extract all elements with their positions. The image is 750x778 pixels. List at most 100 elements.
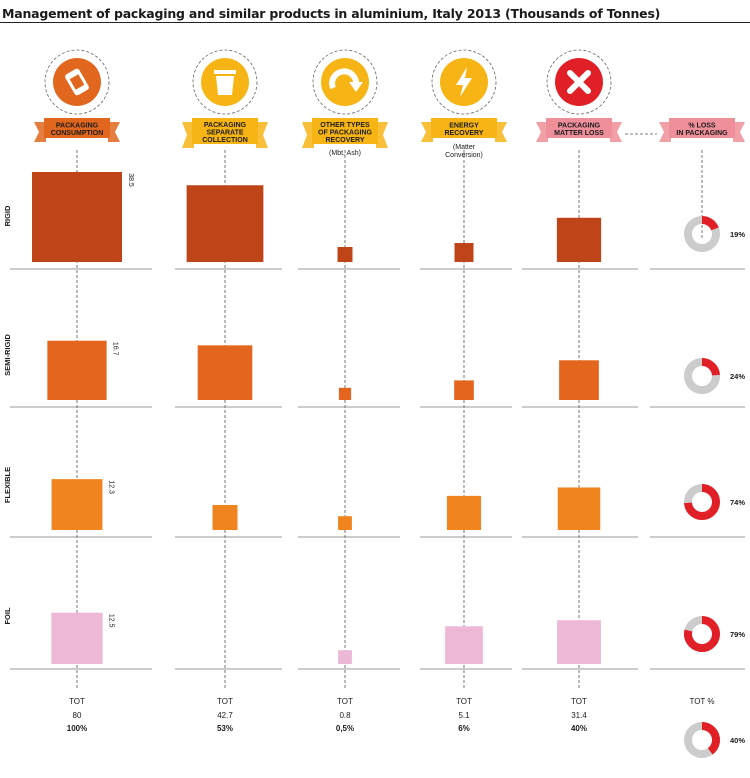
donut-semi-rigid-label: 24% bbox=[730, 372, 745, 381]
ribbon-label: IN PACKAGING bbox=[676, 130, 728, 137]
ribbon-tail-right bbox=[108, 122, 120, 142]
bar-packaging-matter-loss-flexible bbox=[557, 487, 601, 530]
lightning-icon-ring bbox=[431, 49, 497, 115]
total-pct-label: TOT % bbox=[689, 697, 714, 706]
bar-packaging-separate-collection-rigid bbox=[186, 185, 264, 262]
total-value: 5.1 bbox=[458, 711, 470, 720]
total-label: TOT bbox=[69, 697, 85, 706]
bar-packaging-consumption-foil bbox=[51, 612, 103, 664]
ribbon-consumption bbox=[44, 118, 110, 138]
total-value: 0.8 bbox=[339, 711, 351, 720]
ribbon-tail-right bbox=[256, 122, 268, 148]
bar-energy-recovery-semi-rigid bbox=[454, 380, 474, 400]
trash-bin-icon-ring bbox=[192, 49, 258, 115]
donut-semi-rigid-slice bbox=[701, 358, 720, 376]
ribbon-label: PACKAGING bbox=[56, 123, 99, 130]
bar-packaging-matter-loss-semi-rigid bbox=[559, 360, 599, 400]
ribbon-sublabel: Conversion) bbox=[445, 152, 483, 159]
ribbon-tail-right bbox=[376, 122, 388, 148]
donut-foil-label: 79% bbox=[730, 630, 745, 639]
arrow-head bbox=[349, 82, 363, 92]
bar-packaging-separate-collection-semi-rigid bbox=[197, 345, 253, 400]
donut-flexible-label: 74% bbox=[730, 498, 745, 507]
total-label: TOT bbox=[456, 697, 472, 706]
total-percent: 40% bbox=[571, 724, 587, 733]
total-label: TOT bbox=[217, 697, 233, 706]
data-label: 16.7 bbox=[112, 342, 119, 356]
donut-total-slice bbox=[701, 722, 720, 755]
ribbon-label: % LOSS bbox=[688, 123, 716, 130]
ribbon-label: PACKAGING bbox=[558, 123, 601, 130]
ribbon-tail-left bbox=[421, 122, 433, 142]
ribbon-tail-left bbox=[182, 122, 194, 148]
ribbon-label: PACKAGING bbox=[204, 122, 247, 129]
ribbon-tail-right bbox=[495, 122, 507, 142]
ribbon-label: MATTER LOSS bbox=[554, 130, 604, 137]
ribbon-energy bbox=[431, 118, 497, 138]
chart-title: Management of packaging and similar prod… bbox=[2, 6, 661, 21]
ribbon-tail-right bbox=[733, 122, 745, 142]
bar-packaging-matter-loss-foil bbox=[557, 620, 601, 664]
can-icon-ring bbox=[44, 49, 110, 115]
bar-packaging-matter-loss-rigid bbox=[556, 217, 602, 262]
bar-packaging-consumption-rigid bbox=[32, 172, 122, 262]
ribbon-sublabel: (Matter bbox=[453, 144, 476, 151]
bar-energy-recovery-foil bbox=[445, 626, 483, 664]
bar-other-types-of-packaging-recovery-semi-rigid bbox=[338, 387, 352, 400]
ribbon-tail-left bbox=[34, 122, 46, 142]
ribbon-label: COLLECTION bbox=[202, 137, 248, 144]
ribbon-label: OF PACKAGING bbox=[318, 129, 372, 136]
bar-other-types-of-packaging-recovery-rigid bbox=[337, 247, 353, 262]
bar-packaging-separate-collection-flexible bbox=[212, 505, 238, 530]
ribbon-pct bbox=[669, 118, 735, 138]
recovery-arrow-icon bbox=[321, 58, 369, 106]
total-value: 42.7 bbox=[217, 711, 233, 720]
row-label-flexible: FLEXIBLE bbox=[3, 467, 12, 503]
total-label: TOT bbox=[571, 697, 587, 706]
can-label bbox=[69, 74, 85, 90]
donut-flexible-slice bbox=[684, 484, 720, 520]
recovery-arrow-icon-ring bbox=[312, 49, 378, 115]
ribbon-label: SEPARATE bbox=[206, 129, 243, 136]
row-label-semi-rigid: SEMI-RIGID bbox=[3, 334, 12, 376]
donut-total-label: 40% bbox=[730, 736, 745, 745]
row-label-foil: FOIL bbox=[3, 607, 12, 624]
bin-lid bbox=[214, 70, 236, 74]
total-label: TOT bbox=[337, 697, 353, 706]
data-label: 38.5 bbox=[127, 173, 134, 187]
ribbon-sublabel: (Mbt, Ash) bbox=[329, 150, 361, 157]
donut-rigid-label: 19% bbox=[730, 230, 745, 239]
ribbon-tail-left bbox=[302, 122, 314, 148]
ribbon-label: RECOVERY bbox=[325, 137, 364, 144]
donut-rigid-slice bbox=[701, 216, 719, 231]
bolt bbox=[456, 67, 472, 97]
total-percent: 100% bbox=[67, 724, 87, 733]
ribbon-loss bbox=[546, 118, 612, 138]
donut-foil-slice bbox=[684, 616, 720, 652]
title-divider bbox=[0, 22, 750, 23]
ribbon-tail-left bbox=[659, 122, 671, 142]
bar-packaging-consumption-flexible bbox=[51, 479, 103, 530]
ribbon-label: ENERGY bbox=[449, 123, 479, 130]
total-percent: 6% bbox=[458, 724, 470, 733]
bin-body bbox=[216, 76, 234, 95]
ribbon-tail-left bbox=[536, 122, 548, 142]
total-value: 31.4 bbox=[571, 711, 587, 720]
bar-energy-recovery-rigid bbox=[454, 243, 474, 262]
bar-energy-recovery-flexible bbox=[446, 495, 482, 530]
bar-packaging-consumption-semi-rigid bbox=[47, 340, 107, 400]
data-label: 12.5 bbox=[108, 614, 115, 628]
arrow-arc bbox=[329, 68, 360, 90]
total-percent: 0,5% bbox=[336, 724, 354, 733]
bar-other-types-of-packaging-recovery-flexible bbox=[338, 516, 352, 530]
ribbon-label: OTHER TYPES bbox=[320, 122, 370, 129]
total-percent: 53% bbox=[217, 724, 233, 733]
ribbon-other bbox=[312, 118, 378, 144]
ribbon-tail-right bbox=[610, 122, 622, 142]
bar-other-types-of-packaging-recovery-foil bbox=[338, 650, 352, 664]
total-value: 80 bbox=[73, 711, 82, 720]
ribbon-collection bbox=[192, 118, 258, 144]
data-label: 12.3 bbox=[107, 480, 114, 494]
cross-mark bbox=[567, 70, 591, 94]
